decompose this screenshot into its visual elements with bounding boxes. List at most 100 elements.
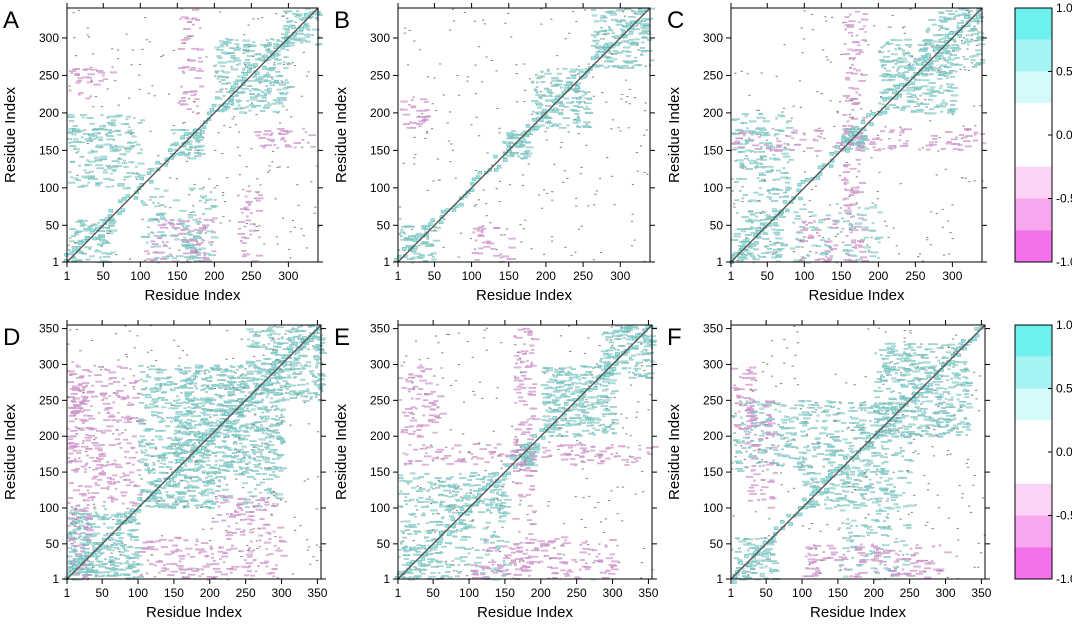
positive-correlation-cell: [145, 505, 151, 507]
positive-correlation-cell: [98, 128, 104, 130]
negative-correlation-cell: [161, 241, 165, 243]
negative-correlation-cell: [844, 183, 847, 186]
positive-correlation-cell: [816, 245, 821, 247]
speckle-cell: [515, 73, 518, 75]
positive-correlation-cell: [973, 54, 979, 57]
positive-correlation-cell: [311, 380, 317, 383]
negative-correlation-cell: [841, 228, 845, 230]
positive-correlation-cell: [563, 106, 569, 108]
negative-correlation-cell: [930, 135, 938, 137]
positive-correlation-cell: [105, 185, 111, 188]
positive-correlation-cell: [290, 364, 298, 367]
positive-correlation-cell: [73, 138, 79, 141]
positive-correlation-cell: [108, 558, 114, 561]
negative-correlation-cell: [418, 123, 423, 125]
positive-correlation-cell: [67, 132, 73, 134]
panel-d: 1 50 100 150 200 250 300 3501501001502002503003…: [2, 320, 328, 621]
positive-correlation-cell: [881, 79, 889, 82]
positive-correlation-cell: [193, 235, 201, 238]
negative-correlation-cell: [846, 213, 852, 215]
negative-correlation-cell: [932, 138, 938, 140]
positive-correlation-cell: [756, 116, 764, 119]
negative-correlation-cell: [172, 227, 181, 229]
speckle-cell: [772, 253, 775, 255]
speckle-cell: [222, 215, 225, 217]
positive-correlation-cell: [972, 66, 977, 68]
negative-correlation-cell: [857, 170, 861, 173]
positive-correlation-cell: [97, 243, 105, 246]
positive-correlation-cell: [116, 145, 124, 148]
positive-correlation-cell: [191, 480, 199, 483]
positive-correlation-cell: [131, 536, 139, 538]
positive-correlation-cell: [148, 472, 151, 475]
negative-correlation-cell: [255, 254, 264, 257]
speckle-cell: [466, 76, 469, 78]
positive-correlation-cell: [68, 237, 72, 239]
speckle-cell: [435, 110, 438, 112]
diagonal-cell: [262, 66, 267, 70]
positive-correlation-cell: [282, 380, 288, 383]
positive-correlation-cell: [260, 453, 263, 456]
positive-correlation-cell: [257, 448, 260, 451]
negative-correlation-cell: [182, 228, 190, 231]
speckle-cell: [307, 15, 310, 17]
positive-correlation-cell: [248, 461, 251, 464]
positive-correlation-cell: [202, 472, 205, 474]
speckle-cell: [563, 170, 566, 172]
positive-correlation-cell: [90, 140, 94, 142]
positive-correlation-cell: [877, 256, 881, 259]
positive-correlation-cell: [256, 372, 262, 375]
diagonal-cell: [178, 152, 183, 156]
positive-correlation-cell: [908, 62, 912, 65]
speckle-cell: [734, 72, 737, 74]
speckle-cell: [611, 175, 614, 177]
diagonal-cell: [290, 36, 295, 41]
positive-correlation-cell: [183, 129, 189, 132]
positive-correlation-cell: [276, 39, 280, 41]
positive-correlation-cell: [165, 466, 169, 468]
positive-correlation-cell: [176, 470, 184, 472]
speckle-cell: [636, 170, 639, 172]
positive-correlation-cell: [950, 87, 958, 89]
negative-correlation-cell: [195, 19, 201, 21]
positive-correlation-cell: [191, 391, 195, 393]
speckle-cell: [138, 63, 142, 65]
positive-correlation-cell: [143, 489, 151, 492]
negative-correlation-cell: [411, 99, 414, 101]
speckle-cell: [289, 257, 292, 259]
speckle-cell: [605, 101, 608, 103]
positive-correlation-cell: [231, 68, 239, 71]
positive-correlation-cell: [835, 203, 839, 205]
negative-correlation-cell: [411, 122, 417, 124]
positive-correlation-cell: [643, 25, 651, 28]
positive-correlation-cell: [161, 446, 170, 449]
positive-correlation-cell: [575, 120, 581, 123]
speckle-cell: [211, 241, 214, 243]
positive-correlation-cell: [109, 516, 113, 519]
positive-correlation-cell: [195, 254, 201, 256]
positive-correlation-cell: [606, 57, 614, 60]
speckle-cell: [810, 188, 813, 190]
positive-correlation-cell: [261, 375, 266, 377]
negative-correlation-cell: [243, 206, 249, 209]
speckle-cell: [604, 34, 607, 36]
speckle-cell: [930, 211, 933, 213]
speckle-cell: [814, 185, 817, 187]
negative-correlation-cell: [203, 252, 206, 254]
diagonal-cell: [884, 106, 890, 111]
speckle-cell: [288, 248, 291, 250]
speckle-cell: [516, 101, 519, 103]
positive-correlation-cell: [908, 55, 914, 57]
positive-correlation-cell: [266, 457, 270, 459]
panel-c: 1 50 100 150 200 250 300150100150200250300Resi…: [666, 3, 987, 304]
positive-correlation-cell: [803, 203, 806, 206]
diagonal-cell: [534, 126, 539, 131]
positive-correlation-cell: [616, 52, 620, 54]
positive-correlation-cell: [76, 130, 79, 133]
positive-correlation-cell: [741, 216, 749, 218]
positive-correlation-cell: [136, 557, 140, 560]
negative-correlation-cell: [167, 221, 171, 224]
negative-correlation-cell: [244, 237, 250, 240]
positive-correlation-cell: [198, 477, 201, 480]
speckle-cell: [214, 75, 217, 77]
